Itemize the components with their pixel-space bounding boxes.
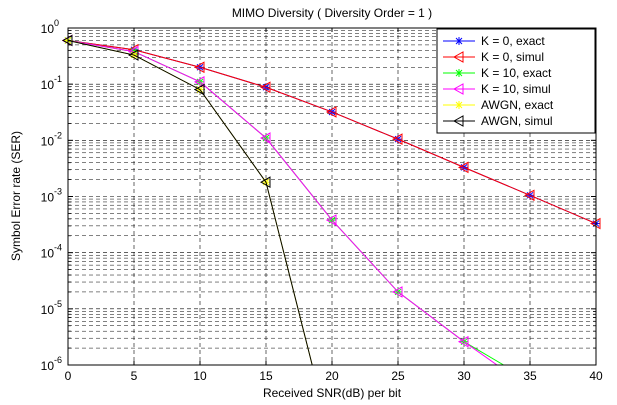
- data-point: [325, 214, 337, 226]
- legend-marker: [452, 51, 464, 63]
- y-tick-exponent: -4: [54, 243, 62, 253]
- data-point: [523, 189, 535, 202]
- data-point: [325, 106, 337, 118]
- legend-marker-stroke: [455, 69, 463, 77]
- legend-entry: K = 10, exact: [443, 66, 552, 80]
- data-point: [391, 133, 403, 145]
- x-tick-label: 35: [523, 369, 537, 383]
- series-line: [67, 39, 313, 366]
- data-point: [391, 286, 403, 298]
- data-point: [457, 335, 469, 348]
- legend-label: K = 10, simul: [481, 82, 551, 96]
- y-tick-label: 10: [41, 303, 55, 317]
- y-tick-exponent: -3: [54, 187, 62, 197]
- legend: K = 0, exact K = 0, simul K = 10, exact K =…: [436, 28, 596, 134]
- legend-entry: K = 0, exact: [443, 34, 545, 48]
- y-tick-label: 10: [41, 247, 55, 261]
- x-tick-label: 20: [325, 369, 339, 383]
- x-tick-label: 5: [131, 369, 138, 383]
- y-tick-exponent: -1: [54, 74, 62, 84]
- y-tick-exponent: -2: [54, 130, 62, 140]
- x-tick-label: 30: [457, 369, 471, 383]
- legend-marker: [452, 115, 464, 127]
- data-point: [193, 83, 205, 96]
- grid: [68, 28, 596, 365]
- x-tick-label: 15: [259, 369, 273, 383]
- y-tick-label: 10: [41, 191, 55, 205]
- legend-entry: AWGN, exact: [443, 98, 554, 112]
- x-tick-label: 10: [193, 369, 207, 383]
- data-point: [259, 81, 271, 94]
- data-point: [193, 75, 205, 88]
- y-axis-label: Symbol Error rate (SER): [9, 131, 23, 261]
- x-axis-label: Received SNR(dB) per bit: [263, 386, 402, 400]
- data-point: [259, 176, 271, 189]
- data-point: [259, 132, 271, 144]
- series-line: [67, 39, 498, 366]
- legend-entry: K = 10, simul: [443, 82, 551, 96]
- y-tick-exponent: 0: [54, 18, 59, 28]
- series-line: [67, 39, 597, 224]
- chart-title: MIMO Diversity ( Diversity Order = 1 ): [232, 6, 432, 20]
- legend-marker-stroke: [455, 101, 463, 109]
- data-point: [193, 61, 205, 74]
- legend-label: K = 0, exact: [481, 34, 545, 48]
- legend-entry: K = 0, simul: [443, 50, 544, 64]
- legend-marker: [455, 69, 463, 77]
- y-tick-label: 10: [41, 134, 55, 148]
- x-tick-label: 0: [65, 369, 72, 383]
- legend-marker-stroke: [455, 37, 463, 45]
- x-tick-label: 40: [589, 369, 603, 383]
- legend-label: K = 10, exact: [481, 66, 552, 80]
- y-tick-label: 10: [41, 78, 55, 92]
- legend-label: AWGN, simul: [481, 114, 553, 128]
- y-tick-label: 10: [41, 22, 55, 36]
- data-point: [457, 161, 469, 174]
- legend-marker: [455, 37, 463, 45]
- y-tick-exponent: -5: [54, 299, 62, 309]
- legend-marker: [455, 101, 463, 109]
- legend-label: K = 0, simul: [481, 50, 544, 64]
- x-tick-label: 25: [391, 369, 405, 383]
- legend-entry: AWGN, simul: [443, 114, 553, 128]
- data-point: [127, 49, 139, 61]
- legend-marker: [452, 83, 464, 95]
- y-tick-label: 10: [41, 359, 55, 373]
- y-tick-exponent: -6: [54, 355, 62, 365]
- legend-label: AWGN, exact: [481, 98, 554, 112]
